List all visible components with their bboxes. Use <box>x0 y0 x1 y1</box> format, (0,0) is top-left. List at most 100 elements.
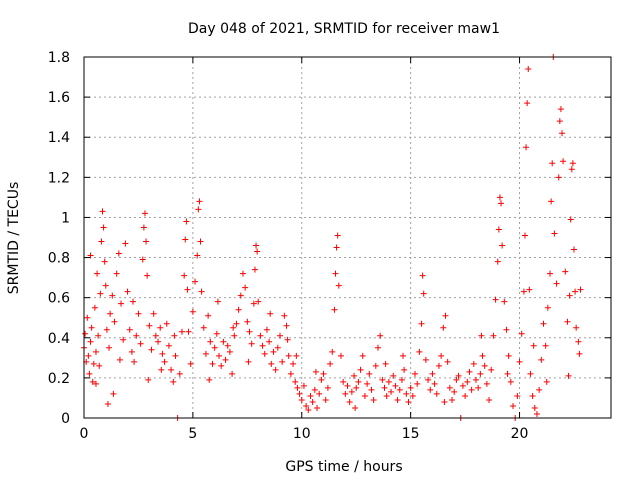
data-point <box>189 308 196 315</box>
data-point <box>555 174 562 181</box>
data-point <box>281 312 288 319</box>
data-point <box>418 320 425 327</box>
data-point <box>96 362 103 369</box>
data-point <box>194 252 201 259</box>
data-point <box>226 348 233 355</box>
data-point <box>377 332 384 339</box>
data-point <box>172 352 179 359</box>
data-point <box>524 100 531 107</box>
data-point <box>549 160 556 167</box>
data-point <box>207 338 214 345</box>
data-point <box>129 298 136 305</box>
data-point <box>99 208 106 215</box>
data-point <box>403 390 410 397</box>
data-point <box>106 344 113 351</box>
data-point <box>102 282 109 289</box>
data-point <box>526 286 533 293</box>
data-point <box>229 370 236 377</box>
data-point <box>103 326 110 333</box>
data-point <box>311 386 318 393</box>
data-point <box>344 382 351 389</box>
data-point <box>237 292 244 299</box>
data-point <box>316 390 323 397</box>
data-point <box>244 318 251 325</box>
plot-frame <box>83 56 612 419</box>
data-point <box>266 338 273 345</box>
data-point <box>284 336 291 343</box>
y-tick-label: 1 <box>61 210 70 226</box>
data-point <box>518 330 525 337</box>
data-point <box>577 286 584 293</box>
data-point <box>442 312 449 319</box>
data-point <box>224 342 231 349</box>
data-point <box>529 392 536 399</box>
data-point <box>139 256 146 263</box>
data-point <box>556 118 563 125</box>
data-point <box>495 226 502 233</box>
data-point <box>551 230 558 237</box>
data-point <box>116 356 123 363</box>
data-point <box>231 332 238 339</box>
data-point <box>124 288 131 295</box>
data-point <box>239 270 246 277</box>
data-point <box>214 298 221 305</box>
data-point <box>505 352 512 359</box>
data-point <box>209 360 216 367</box>
data-point <box>544 304 551 311</box>
data-point <box>144 272 151 279</box>
data-point <box>87 252 94 259</box>
data-point <box>483 380 490 387</box>
data-point <box>298 396 305 403</box>
data-point <box>576 350 583 357</box>
data-point <box>176 370 183 377</box>
data-point <box>314 404 321 411</box>
data-point <box>477 370 484 377</box>
x-tick-label: 20 <box>511 426 529 442</box>
data-point <box>431 380 438 387</box>
y-tick-label: 0.4 <box>48 331 70 347</box>
data-point <box>92 348 99 355</box>
data-point <box>296 390 303 397</box>
data-point <box>198 288 205 295</box>
data-point <box>542 342 549 349</box>
data-point <box>548 198 555 205</box>
data-point <box>137 340 144 347</box>
data-point <box>110 390 117 397</box>
data-point <box>394 396 401 403</box>
data-point <box>488 366 495 373</box>
data-point <box>202 350 209 357</box>
data-point <box>390 372 397 379</box>
data-point <box>567 216 574 223</box>
data-point <box>128 348 135 355</box>
chart-title: Day 048 of 2021, SRMTID for receiver maw… <box>188 21 500 37</box>
data-point <box>309 398 316 405</box>
data-point <box>300 382 307 389</box>
data-point <box>392 382 399 389</box>
data-point <box>441 398 448 405</box>
data-point <box>419 272 426 279</box>
data-point <box>178 328 185 335</box>
data-point <box>255 298 262 305</box>
data-point <box>126 326 133 333</box>
data-point <box>427 386 434 393</box>
data-point <box>152 332 159 339</box>
y-tick-label: 0.8 <box>48 251 70 267</box>
data-point <box>472 376 479 383</box>
data-point <box>111 318 118 325</box>
data-point <box>206 376 213 383</box>
data-point <box>146 322 153 329</box>
data-point <box>381 384 388 391</box>
data-point <box>157 324 164 331</box>
data-point <box>216 352 223 359</box>
data-point <box>382 360 389 367</box>
y-tick-label: 1.8 <box>48 50 70 66</box>
data-point <box>346 398 353 405</box>
data-point <box>98 238 105 245</box>
data-point <box>422 356 429 363</box>
data-point <box>527 370 534 377</box>
data-point <box>401 366 408 373</box>
data-point <box>368 386 375 393</box>
data-point <box>520 288 527 295</box>
data-point <box>332 270 339 277</box>
data-point <box>143 238 150 245</box>
